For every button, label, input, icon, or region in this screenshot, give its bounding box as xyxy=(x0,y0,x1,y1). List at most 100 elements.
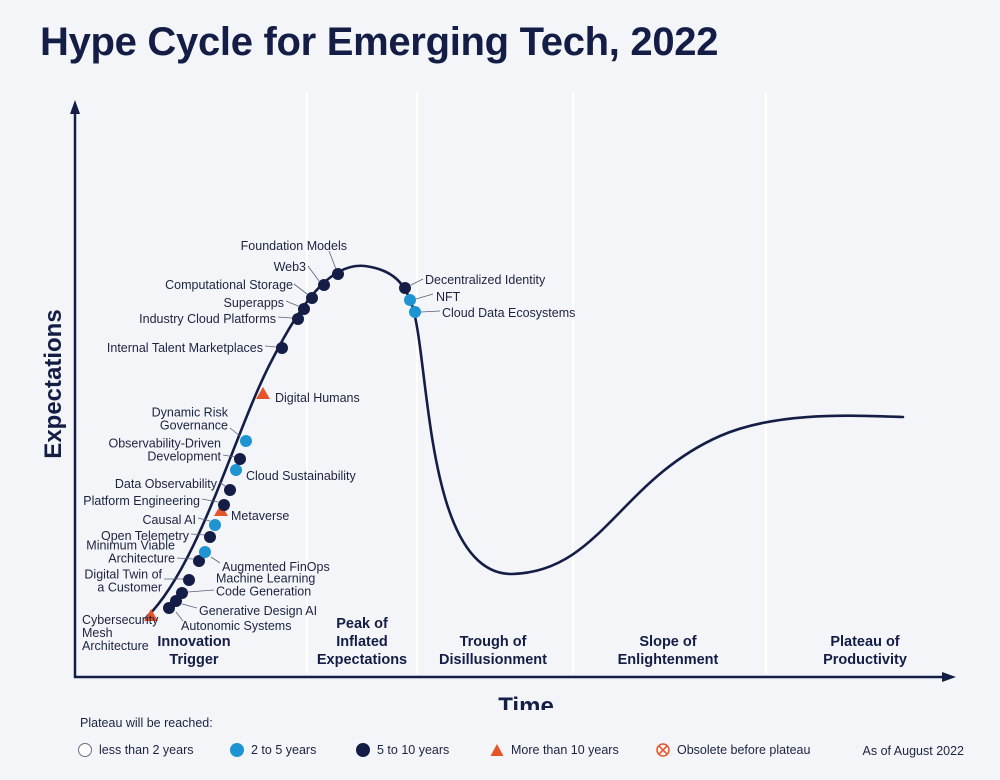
leader-line xyxy=(264,345,277,348)
orange-triangle-icon xyxy=(490,744,504,756)
marker-data-observability xyxy=(224,484,236,496)
label-digital-twin-of-a-customer: a Customer xyxy=(97,580,162,594)
legend-label: Obsolete before plateau xyxy=(677,743,811,757)
hype-curve xyxy=(144,264,905,620)
label-digital-humans: Digital Humans xyxy=(275,391,360,405)
technology-markers xyxy=(144,268,421,621)
phase-label: Disillusionment xyxy=(439,652,547,668)
y-axis-label: Expectations xyxy=(40,309,67,458)
phase-label: Peak of xyxy=(336,616,388,632)
phase-label: Trough of xyxy=(460,634,527,650)
marker-cloud-data-ecosystems xyxy=(409,306,421,318)
label-decentralized-identity: Decentralized Identity xyxy=(425,273,546,287)
label-dynamic-risk-governance: Governance xyxy=(160,418,228,432)
x-axis-label: Time xyxy=(498,693,554,710)
legend-item-more-than-10: More than 10 years xyxy=(490,743,619,757)
marker-nft xyxy=(404,294,416,306)
legend-item-5-to-10: 5 to 10 years xyxy=(356,743,449,757)
label-platform-engineering: Platform Engineering xyxy=(83,494,200,508)
phase-label: Expectations xyxy=(317,652,407,668)
blue-circle-icon xyxy=(230,743,244,757)
page-title: Hype Cycle for Emerging Tech, 2022 xyxy=(40,20,719,64)
marker-digital-humans xyxy=(256,387,270,399)
marker-machine-learning-code-generation xyxy=(176,587,188,599)
leader-line xyxy=(415,293,434,300)
label-open-telemetry: Open Telemetry xyxy=(101,529,190,543)
as-of-date: As of August 2022 xyxy=(862,744,964,758)
label-nft: NFT xyxy=(436,290,461,304)
leader-line xyxy=(190,533,206,536)
label-cybersecurity-mesh-architecture: Cybersecurity xyxy=(82,613,159,627)
leader-line xyxy=(197,517,211,522)
marker-augmented-finops xyxy=(199,546,211,558)
label-foundation-models: Foundation Models xyxy=(241,239,347,253)
legend-label: More than 10 years xyxy=(511,743,619,757)
label-machine-learning-code-generation: Code Generation xyxy=(216,584,311,598)
legend-label: 2 to 5 years xyxy=(251,743,317,757)
label-computational-storage: Computational Storage xyxy=(165,278,293,292)
leader-line xyxy=(229,427,241,437)
navy-circle-icon xyxy=(356,743,370,757)
leader-line xyxy=(201,498,219,503)
leader-line xyxy=(210,556,221,564)
label-internal-talent-marketplaces: Internal Talent Marketplaces xyxy=(107,341,263,355)
label-web3: Web3 xyxy=(274,260,306,274)
leader-line xyxy=(176,557,194,560)
label-cloud-data-ecosystems: Cloud Data Ecosystems xyxy=(442,306,575,320)
marker-superapps xyxy=(298,303,310,315)
marker-open-telemetry xyxy=(204,531,216,543)
phase-labels: Innovation Trigger Peak of Inflated Expectat… xyxy=(157,616,907,668)
leader-line xyxy=(328,250,337,270)
marker-causal-ai xyxy=(209,519,221,531)
leader-line xyxy=(420,310,441,313)
leader-line xyxy=(410,278,424,286)
label-metaverse: Metaverse xyxy=(231,509,289,523)
label-machine-learning-code-generation: Machine Learning xyxy=(216,572,315,586)
phase-label: Productivity xyxy=(823,652,907,668)
x-axis-arrow-icon xyxy=(942,672,956,682)
marker-dynamic-risk-governance xyxy=(240,435,252,447)
label-generative-design-ai: Generative Design AI xyxy=(199,604,317,618)
marker-digital-twin-of-a-customer xyxy=(183,574,195,586)
marker-observability-driven-development xyxy=(234,453,246,465)
legend-label: less than 2 years xyxy=(99,743,194,757)
leader-line xyxy=(187,589,215,593)
legend-item-2-to-5: 2 to 5 years xyxy=(230,743,316,757)
y-axis-arrow-icon xyxy=(70,100,80,114)
label-augmented-finops: Augmented FinOps xyxy=(222,560,330,574)
label-observability-driven-development: Observability-Driven xyxy=(108,437,221,451)
crossed-circle-icon xyxy=(656,743,670,757)
label-minimum-viable-architecture: Architecture xyxy=(108,551,175,565)
legend-label: 5 to 10 years xyxy=(377,743,450,757)
label-industry-cloud-platforms: Industry Cloud Platforms xyxy=(139,312,276,326)
label-dynamic-risk-governance: Dynamic Risk xyxy=(152,406,229,420)
marker-web3 xyxy=(318,279,330,291)
legend-heading: Plateau will be reached: xyxy=(80,716,213,730)
phase-label: Innovation xyxy=(157,634,230,650)
leader-line xyxy=(277,316,293,319)
label-cybersecurity-mesh-architecture: Mesh xyxy=(82,626,113,640)
label-data-observability: Data Observability xyxy=(115,477,218,491)
phase-label: Trigger xyxy=(169,652,219,668)
phase-label: Plateau of xyxy=(830,634,899,650)
legend: Plateau will be reached: less than 2 yea… xyxy=(78,716,978,776)
label-superapps: Superapps xyxy=(224,296,284,310)
marker-industry-cloud-platforms xyxy=(292,313,304,325)
label-leaders xyxy=(164,250,441,622)
marker-platform-engineering xyxy=(218,499,230,511)
leader-line xyxy=(181,603,198,609)
marker-cloud-sustainability xyxy=(230,464,242,476)
legend-item-obsolete: Obsolete before plateau xyxy=(656,743,810,757)
legend-item-less-than-2: less than 2 years xyxy=(78,743,194,757)
leader-line xyxy=(285,300,299,307)
label-minimum-viable-architecture: Minimum Viable xyxy=(86,539,175,553)
leader-line xyxy=(293,283,308,295)
leader-line xyxy=(307,265,320,282)
marker-foundation-models xyxy=(332,268,344,280)
marker-internal-talent-marketplaces xyxy=(276,342,288,354)
label-cloud-sustainability: Cloud Sustainability xyxy=(246,469,357,483)
label-autonomic-systems: Autonomic Systems xyxy=(181,619,291,633)
hype-cycle-diagram: Expectations Time Innovation Trigger Peak … xyxy=(40,92,956,710)
phase-label: Inflated xyxy=(336,634,388,650)
